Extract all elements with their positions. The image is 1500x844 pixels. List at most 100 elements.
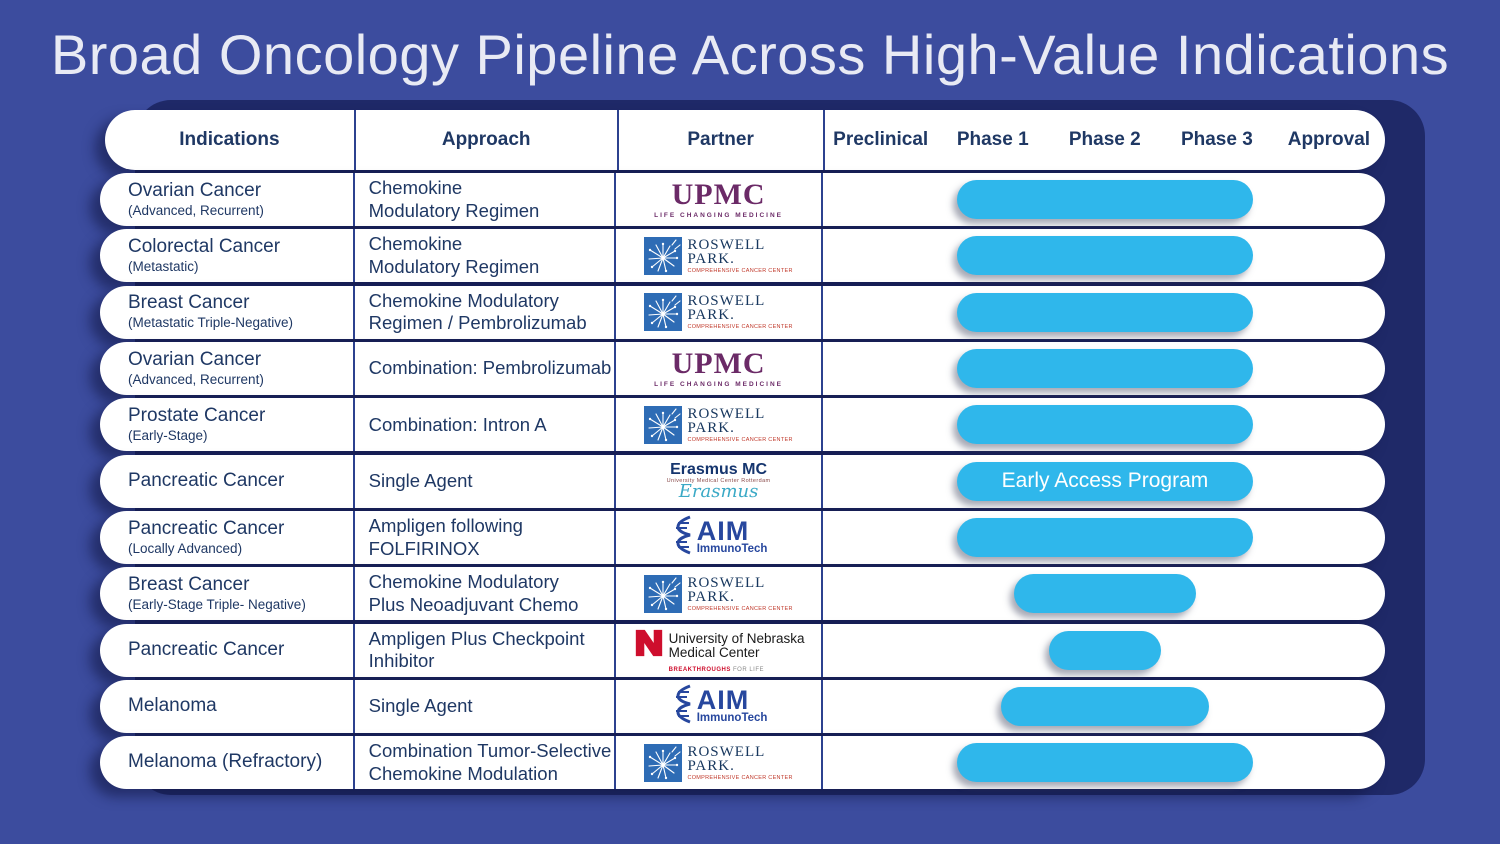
indication-name: Breast Cancer bbox=[128, 574, 250, 596]
aim-name: AIM bbox=[696, 685, 750, 716]
roswell-line2: PARK. bbox=[687, 419, 735, 436]
phase-progress-bar bbox=[957, 405, 1253, 445]
pipeline-row: Ovarian Cancer (Advanced, Recurrent) Chemo… bbox=[100, 173, 1385, 226]
phase-progress-bar bbox=[957, 349, 1253, 389]
partner-cell: ROSWELL PARK. COMPREHENSIVE CANCER CENTER bbox=[616, 398, 823, 452]
indication-cell: Ovarian Cancer (Advanced, Recurrent) bbox=[100, 173, 355, 226]
phase-bar-label: Early Access Program bbox=[1001, 469, 1209, 493]
indication-name: Pancreatic Cancer bbox=[128, 638, 285, 660]
roswell-wordmark: ROSWELL PARK. COMPREHENSIVE CANCER CENTER bbox=[687, 574, 793, 613]
indication-cell: Pancreatic Cancer (Locally Advanced) bbox=[100, 511, 355, 565]
indication-cell: Pancreatic Cancer bbox=[100, 623, 355, 677]
indication-name: Breast Cancer bbox=[128, 292, 250, 314]
partner-cell: ROSWELL PARK. COMPREHENSIVE CANCER CENTER bbox=[616, 285, 823, 339]
partner-logo-roswell: ROSWELL PARK. COMPREHENSIVE CANCER CENTER bbox=[644, 574, 793, 613]
header-approach: Approach bbox=[356, 110, 619, 170]
approach-cell: Combination: Intron A bbox=[355, 398, 617, 452]
approach-cell: Chemokine Modulatory Regimen bbox=[355, 229, 617, 283]
approach-cell: Ampligen Plus Checkpoint Inhibitor bbox=[355, 623, 617, 677]
approach-cell: Single Agent bbox=[355, 680, 617, 734]
erasmus-wordmark: Erasmus MC bbox=[670, 460, 768, 478]
approach-text: Combination: Intron A bbox=[368, 413, 547, 435]
indication-subtitle: (Metastatic) bbox=[128, 259, 199, 275]
indication-cell: Prostate Cancer (Early-Stage) bbox=[100, 398, 355, 452]
indication-name: Ovarian Cancer bbox=[128, 179, 262, 201]
partner-logo-unmc: University of Nebraska Medical Center BREA… bbox=[633, 627, 804, 674]
phase-track-cell bbox=[823, 229, 1385, 282]
approach-cell: Chemokine Modulatory Regimen bbox=[355, 173, 617, 226]
pipeline-row: Colorectal Cancer (Metastatic) Chemokine M… bbox=[100, 229, 1385, 283]
roswell-wordmark: ROSWELL PARK. COMPREHENSIVE CANCER CENTER bbox=[687, 292, 792, 330]
approach-cell: Combination Tumor-Selective Chemokine Mo… bbox=[355, 736, 617, 790]
roswell-line1: ROSWELL bbox=[687, 743, 766, 760]
roswell-line1: ROSWELL bbox=[687, 236, 766, 253]
roswell-tagline: COMPREHENSIVE CANCER CENTER bbox=[687, 606, 793, 613]
approach-text: Ampligen Plus Checkpoint Inhibitor bbox=[368, 627, 585, 672]
page-title: Broad Oncology Pipeline Across High-Valu… bbox=[50, 23, 1450, 86]
partner-logo-roswell: ROSWELL PARK. COMPREHENSIVE CANCER CENTER bbox=[644, 405, 792, 444]
header-indications: Indications bbox=[105, 110, 356, 170]
roswell-starburst-icon bbox=[644, 574, 683, 613]
roswell-line2: PARK. bbox=[687, 307, 735, 324]
approach-cell: Ampligen following FOLFIRINOX bbox=[355, 511, 617, 565]
approach-text: Chemokine Modulatory Regimen / Pembroliz… bbox=[368, 289, 587, 334]
aim-wordmark: AIM ImmunoTech bbox=[696, 685, 768, 725]
approach-cell: Single Agent bbox=[355, 454, 617, 508]
roswell-starburst-icon bbox=[644, 293, 683, 332]
phase-track-cell bbox=[823, 567, 1385, 620]
pipeline-row: Melanoma (Refractory) Combination Tumor-S… bbox=[100, 736, 1385, 790]
roswell-tagline: COMPREHENSIVE CANCER CENTER bbox=[687, 268, 793, 275]
phase-track-cell bbox=[823, 624, 1385, 677]
phase-progress-bar bbox=[1001, 687, 1209, 727]
phase-label-approval: Approval bbox=[1287, 129, 1371, 150]
dna-helix-icon bbox=[670, 684, 694, 729]
phase-progress-bar bbox=[957, 236, 1253, 276]
indication-subtitle: (Early-Stage) bbox=[128, 428, 208, 444]
upmc-tagline: LIFE CHANGING MEDICINE bbox=[654, 381, 784, 389]
approach-text: Single Agent bbox=[368, 695, 473, 717]
partner-logo-erasmus: Erasmus MC University Medical Center Rott… bbox=[667, 460, 771, 501]
pipeline-row: Melanoma Single Agent AIM ImmunoTech bbox=[100, 680, 1385, 734]
approach-text: Combination Tumor-Selective Chemokine Mo… bbox=[368, 740, 612, 784]
unmc-top: University of Nebraska Medical Center bbox=[633, 627, 804, 664]
indication-cell: Colorectal Cancer (Metastatic) bbox=[100, 229, 355, 283]
partner-cell: ROSWELL PARK. COMPREHENSIVE CANCER CENTER bbox=[616, 736, 823, 790]
unmc-line2: Medical Center bbox=[668, 644, 760, 660]
aim-subname: ImmunoTech bbox=[696, 712, 768, 725]
pipeline-row: Breast Cancer (Metastatic Triple-Negative… bbox=[100, 285, 1385, 339]
pipeline-rows: Ovarian Cancer (Advanced, Recurrent) Chemo… bbox=[100, 173, 1385, 790]
approach-text: Single Agent bbox=[368, 469, 473, 491]
roswell-line1: ROSWELL bbox=[687, 574, 766, 591]
phase-progress-bar: Early Access Program bbox=[957, 461, 1253, 501]
indication-cell: Pancreatic Cancer bbox=[100, 454, 355, 508]
indication-cell: Breast Cancer (Metastatic Triple-Negative… bbox=[100, 285, 355, 339]
header-partner: Partner bbox=[619, 110, 825, 170]
unmc-tagline-red: BREAKTHROUGHS bbox=[668, 667, 731, 674]
roswell-line2: PARK. bbox=[687, 250, 735, 267]
phase-progress-bar bbox=[957, 743, 1253, 783]
roswell-line1: ROSWELL bbox=[687, 292, 766, 309]
roswell-starburst-icon bbox=[644, 405, 683, 444]
phase-progress-bar bbox=[1049, 630, 1161, 670]
approach-text: Combination: Pembrolizumab bbox=[368, 357, 612, 379]
phase-progress-bar bbox=[957, 180, 1253, 219]
aim-name: AIM bbox=[696, 516, 750, 547]
indication-name: Melanoma bbox=[128, 695, 217, 717]
phase-track-cell bbox=[823, 398, 1385, 451]
pipeline-row: Prostate Cancer (Early-Stage) Combination:… bbox=[100, 398, 1385, 452]
phase-label-phase2: Phase 2 bbox=[1068, 129, 1141, 150]
roswell-line2: PARK. bbox=[687, 588, 735, 605]
partner-cell: ROSWELL PARK. COMPREHENSIVE CANCER CENTER bbox=[616, 567, 823, 621]
phase-label-phase1: Phase 1 bbox=[956, 129, 1029, 150]
roswell-tagline: COMPREHENSIVE CANCER CENTER bbox=[687, 775, 793, 782]
partner-logo-roswell: ROSWELL PARK. COMPREHENSIVE CANCER CENTER bbox=[644, 292, 792, 332]
roswell-starburst-icon bbox=[644, 743, 683, 782]
upmc-tagline: LIFE CHANGING MEDICINE bbox=[654, 212, 784, 219]
indication-subtitle: (Advanced, Recurrent) bbox=[128, 371, 264, 387]
phase-track-cell bbox=[823, 511, 1385, 564]
partner-logo-roswell: ROSWELL PARK. COMPREHENSIVE CANCER CENTER bbox=[644, 236, 793, 275]
pipeline-row: Breast Cancer (Early-Stage Triple- Negati… bbox=[100, 567, 1385, 621]
partner-cell: Erasmus MC University Medical Center Rott… bbox=[616, 454, 823, 508]
roswell-wordmark: ROSWELL PARK. COMPREHENSIVE CANCER CENTER bbox=[687, 743, 793, 782]
